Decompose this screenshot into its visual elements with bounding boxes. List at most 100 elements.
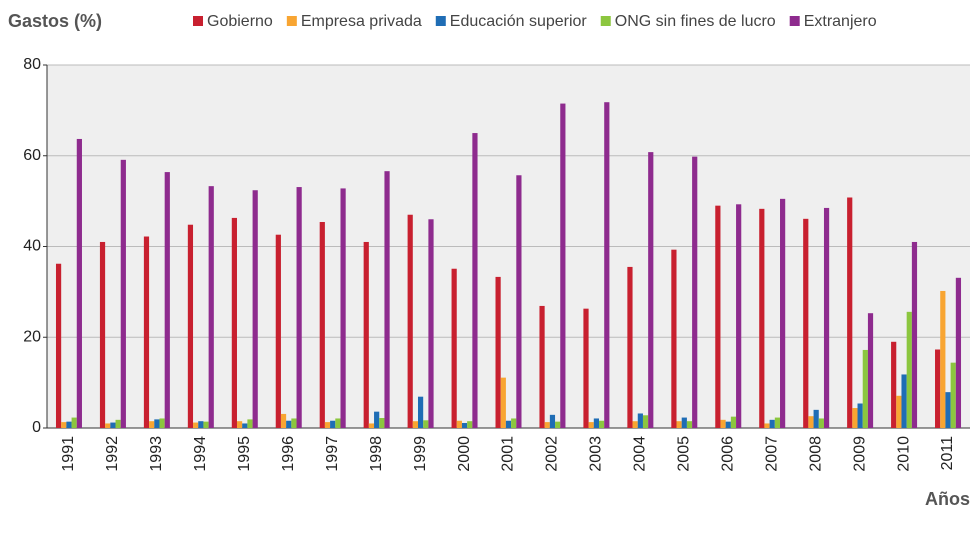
x-tick-label: 1992 — [104, 436, 121, 472]
bar — [725, 421, 731, 428]
bar — [867, 313, 874, 428]
bar — [379, 418, 385, 428]
bar — [764, 423, 770, 428]
bar — [500, 377, 506, 428]
bar — [384, 171, 390, 429]
bar — [61, 422, 67, 428]
bar — [593, 418, 600, 428]
bar — [451, 268, 457, 428]
bar — [324, 422, 331, 428]
bar — [803, 218, 809, 428]
chart-title: Gastos (%) — [8, 11, 102, 31]
x-tick-label: 1996 — [280, 436, 297, 472]
bar — [110, 422, 116, 428]
bar — [588, 422, 594, 428]
bar — [291, 418, 297, 428]
x-tick-label: 2008 — [807, 436, 824, 472]
bar — [368, 423, 375, 428]
bar — [847, 197, 853, 428]
bar — [759, 208, 765, 428]
y-tick-label: 40 — [23, 238, 41, 255]
bar — [115, 419, 121, 428]
bar — [159, 418, 165, 428]
bar — [823, 207, 830, 428]
bar — [340, 188, 346, 428]
x-tick-label: 2000 — [456, 436, 473, 472]
bar — [286, 420, 292, 428]
bar — [105, 423, 111, 428]
bar — [549, 414, 556, 428]
bar — [55, 263, 62, 428]
bar — [555, 421, 561, 428]
x-tick-label: 1994 — [192, 436, 209, 472]
bar — [511, 418, 517, 428]
bar — [461, 423, 468, 428]
x-tick-label: 1993 — [148, 436, 165, 472]
bar — [412, 421, 418, 428]
bar — [428, 219, 434, 428]
x-axis-label: Años — [925, 489, 970, 509]
bar — [76, 138, 82, 428]
y-tick-label: 80 — [23, 56, 41, 73]
y-tick-label: 0 — [32, 419, 41, 436]
bar — [808, 416, 814, 428]
bar — [862, 349, 868, 428]
y-tick-label: 20 — [23, 328, 41, 345]
bar — [187, 224, 194, 428]
bar — [539, 305, 545, 428]
bar — [231, 217, 237, 428]
bar — [818, 418, 824, 428]
legend-label: Gobierno — [207, 13, 273, 30]
bar — [193, 422, 199, 428]
bar — [955, 277, 962, 428]
bar — [648, 152, 654, 428]
legend-label: ONG sin fines de lucro — [615, 13, 776, 30]
bar — [374, 411, 380, 428]
bar — [319, 221, 325, 428]
bar — [720, 419, 726, 428]
bar — [208, 186, 214, 428]
x-tick-label: 2004 — [632, 436, 649, 472]
bar — [495, 276, 501, 428]
x-tick-label: 2001 — [500, 436, 517, 472]
bar — [736, 204, 742, 428]
bar — [335, 418, 341, 428]
bar — [940, 290, 946, 428]
bar — [901, 374, 907, 428]
x-tick-label: 2002 — [544, 436, 561, 472]
legend-label: Educación superior — [450, 13, 588, 30]
bar — [242, 423, 248, 428]
bar — [99, 241, 106, 428]
bar — [627, 266, 633, 428]
bar — [681, 417, 687, 428]
bar — [407, 214, 413, 428]
bar — [71, 417, 77, 428]
legend-label: Extranjero — [804, 13, 877, 30]
bar — [604, 102, 610, 429]
bar — [774, 417, 781, 428]
x-tick-label: 2010 — [895, 436, 912, 472]
bar — [769, 419, 775, 428]
bar — [516, 175, 522, 428]
bar — [330, 420, 336, 428]
bar — [247, 419, 253, 428]
bar — [935, 349, 941, 428]
bar — [472, 133, 478, 428]
y-tick-label: 60 — [23, 147, 41, 164]
bar — [583, 308, 589, 428]
bar — [363, 241, 369, 428]
x-tick-label: 1997 — [324, 436, 341, 472]
bar — [280, 413, 287, 428]
legend-swatch — [286, 16, 297, 26]
legend-swatch — [435, 16, 446, 26]
bar — [632, 421, 638, 428]
bar — [642, 415, 649, 428]
bar — [275, 234, 281, 428]
legend-label: Empresa privada — [301, 13, 422, 30]
bar — [671, 249, 677, 428]
legend-swatch — [193, 16, 203, 26]
bar — [945, 392, 951, 428]
bar — [252, 190, 258, 428]
bar — [66, 421, 72, 428]
